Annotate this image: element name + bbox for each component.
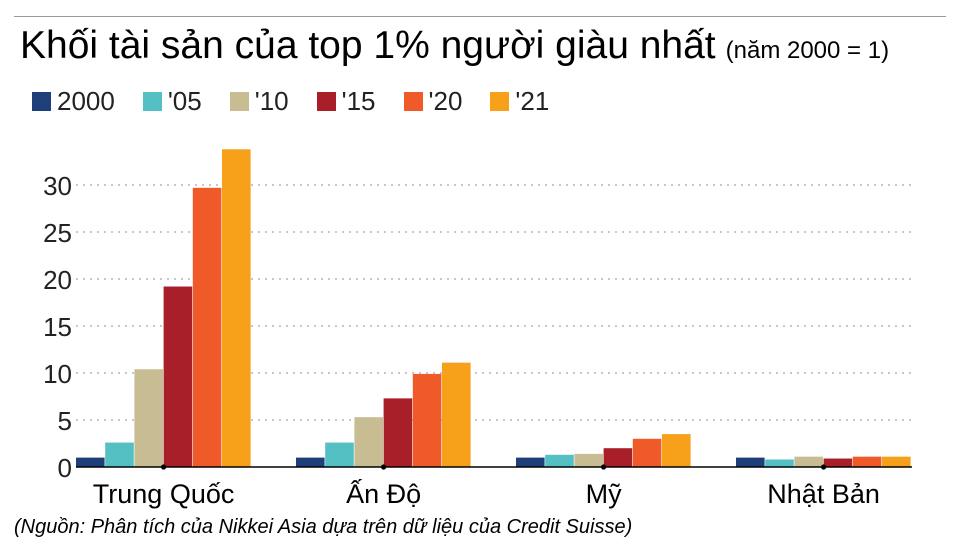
legend-item-2: '10 [229,86,289,117]
x-tick-label-2: Mỹ [586,479,622,509]
bar-2-2 [574,453,603,467]
y-tick-label-5: 5 [58,406,72,436]
bar-3-5 [882,456,911,467]
legend-swatch-4 [403,92,423,111]
legend-label-0: 2000 [57,86,115,116]
y-tick-label-25: 25 [43,218,72,248]
top-divider [14,16,946,17]
bar-1-3 [383,398,413,467]
bar-2-1 [545,454,574,467]
bar-2-4 [632,438,662,467]
bar-3-0 [736,457,765,467]
legend-label-3: '15 [341,86,376,116]
x-tick-1 [381,464,387,470]
y-tick-label-10: 10 [43,359,72,389]
source-note: (Nguồn: Phân tích của Nikkei Asia dựa tr… [14,516,633,538]
bar-0-4 [192,187,222,467]
bar-0-3 [163,286,193,467]
y-tick-label-15: 15 [43,312,72,342]
chart-title: Khối tài sản của top 1% người giàu nhất [20,24,716,67]
bar-1-5 [442,362,471,467]
bar-0-2 [134,369,163,467]
legend-swatch-2 [229,92,249,111]
legend-label-2: '10 [254,86,289,116]
legend-item-1: '05 [142,86,202,117]
bar-1-2 [354,417,383,467]
legend-item-3: '15 [316,86,376,117]
bar-3-1 [765,459,794,467]
y-tick-label-30: 30 [43,171,72,201]
x-tick-label-0: Trung Quốc [93,479,235,509]
bar-0-5 [222,149,251,467]
chart-subtitle: (năm 2000 = 1) [725,37,890,64]
x-tick-3 [821,464,827,470]
bar-3-4 [852,456,882,467]
bar-2-3 [603,448,633,467]
legend-item-5: '21 [490,86,549,117]
bar-3-3 [823,458,853,467]
legend-label-1: '05 [167,86,202,116]
legend: 2000 '05 '10 '15 '20 '21 [32,86,577,117]
legend-swatch-0 [32,92,51,111]
bar-0-0 [76,457,105,467]
bar-3-2 [794,456,823,467]
legend-label-4: '20 [428,86,463,116]
bar-2-0 [516,457,545,467]
x-tick-0 [161,464,167,470]
legend-swatch-1 [142,92,162,111]
legend-swatch-3 [316,92,336,111]
legend-swatch-5 [490,92,510,111]
y-tick-label-0: 0 [58,453,72,483]
bar-1-4 [412,373,442,467]
bar-0-1 [105,442,134,467]
bar-1-1 [325,442,354,467]
bar-1-0 [296,457,325,467]
bar-2-5 [662,434,691,467]
legend-item-0: 2000 [32,86,115,117]
y-tick-label-20: 20 [43,265,72,295]
x-tick-2 [601,464,607,470]
x-tick-label-3: Nhật Bản [767,479,880,509]
legend-item-4: '20 [403,86,463,117]
chart-title-block: Khối tài sản của top 1% người giàu nhất (… [20,24,889,68]
x-tick-label-1: Ấn Độ [346,478,421,509]
legend-label-5: '21 [515,86,550,116]
